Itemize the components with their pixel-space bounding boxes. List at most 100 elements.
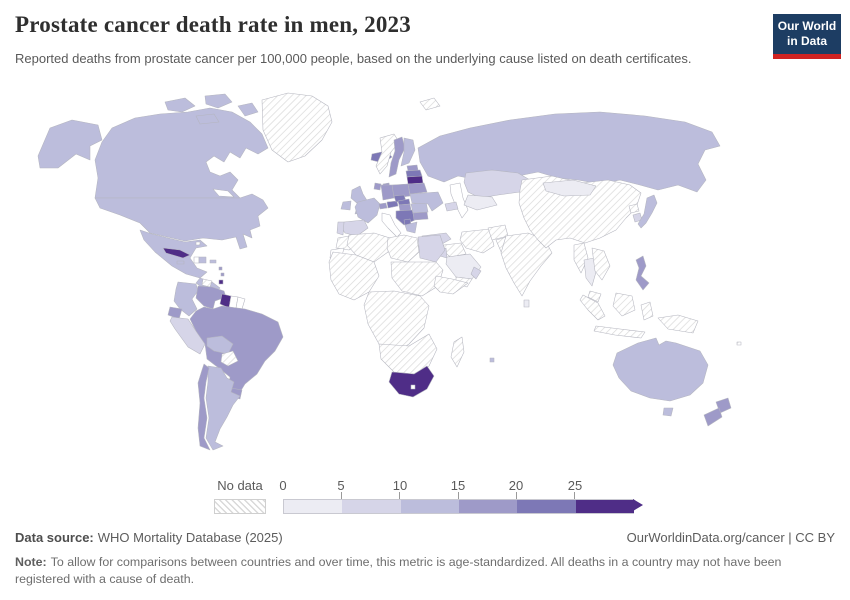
country-trinidad-tobago[interactable]: [218, 279, 224, 285]
country-lithuania[interactable]: [406, 175, 424, 185]
country-north-korea[interactable]: [628, 203, 640, 214]
country-jamaica[interactable]: [176, 260, 185, 265]
country-iran[interactable]: [459, 228, 495, 254]
country-sulawesi[interactable]: [640, 301, 654, 321]
country-lesser-antilles-2[interactable]: [220, 272, 225, 277]
country-thailand[interactable]: [583, 257, 597, 287]
legend-arrowhead: [633, 499, 643, 511]
note-label: Note:: [15, 555, 47, 569]
country-paraguay[interactable]: [220, 350, 239, 367]
country-borneo[interactable]: [612, 292, 636, 317]
country-argentina[interactable]: [205, 365, 241, 451]
data-source: Data source: WHO Mortality Database (2025…: [15, 530, 283, 545]
country-switzerland[interactable]: [378, 202, 388, 210]
country-mongolia[interactable]: [542, 179, 597, 197]
country-peru[interactable]: [169, 316, 206, 355]
legend-no-data-swatch[interactable]: [214, 499, 266, 514]
country-central-africa[interactable]: [363, 290, 430, 355]
country-south-africa[interactable]: [388, 365, 435, 398]
country-benelux[interactable]: [373, 182, 382, 191]
country-venezuela[interactable]: [195, 285, 227, 310]
country-new-zealand-south[interactable]: [703, 407, 723, 427]
country-greece[interactable]: [404, 221, 418, 234]
country-lesotho[interactable]: [410, 384, 416, 390]
country-alaska[interactable]: [37, 119, 103, 169]
country-greenland[interactable]: [261, 92, 333, 163]
attribution-link[interactable]: OurWorldinData.org/cancer | CC BY: [626, 530, 835, 545]
country-sudan-chad[interactable]: [390, 261, 444, 297]
country-bulgaria[interactable]: [412, 211, 429, 221]
owid-logo[interactable]: Our World in Data: [773, 14, 841, 59]
country-fiji[interactable]: [736, 341, 742, 346]
country-japan[interactable]: [637, 194, 658, 229]
legend-tickmark: [458, 492, 459, 499]
country-canada[interactable]: [94, 107, 269, 199]
country-egypt[interactable]: [417, 234, 446, 263]
country-haiti[interactable]: [193, 256, 200, 264]
country-mauritius[interactable]: [489, 357, 495, 363]
legend-tickmark: [516, 492, 517, 499]
country-norway[interactable]: [375, 133, 400, 175]
country-central-asia[interactable]: [463, 194, 498, 211]
country-china[interactable]: [518, 175, 642, 249]
country-sumatra[interactable]: [579, 294, 606, 321]
map-legend: No data 0 5 10 15 20 25: [0, 478, 850, 523]
country-brazil[interactable]: [189, 305, 284, 398]
country-southern-africa[interactable]: [378, 333, 438, 375]
country-tasmania[interactable]: [662, 407, 674, 417]
country-austria[interactable]: [386, 200, 399, 209]
country-madagascar[interactable]: [450, 336, 465, 368]
country-sweden[interactable]: [388, 136, 406, 178]
country-oman[interactable]: [470, 266, 482, 280]
country-ireland[interactable]: [340, 200, 352, 211]
legend-bucket-10-15[interactable]: [400, 499, 459, 514]
country-canada-arctic-2[interactable]: [204, 93, 233, 109]
country-papua-new-guinea[interactable]: [657, 314, 699, 334]
country-finland[interactable]: [400, 137, 416, 167]
country-italy[interactable]: [381, 212, 402, 238]
country-usa[interactable]: [94, 193, 269, 250]
country-west-africa[interactable]: [328, 251, 380, 301]
country-portugal[interactable]: [336, 221, 345, 236]
country-malaysia[interactable]: [587, 290, 602, 303]
country-caucasus[interactable]: [444, 201, 459, 212]
country-colombia[interactable]: [173, 281, 199, 317]
footer-source-row: Data source: WHO Mortality Database (2025…: [15, 530, 835, 545]
country-cuba[interactable]: [162, 247, 191, 259]
country-indochina[interactable]: [591, 247, 611, 281]
legend-bucket-5-10[interactable]: [342, 499, 401, 514]
owid-logo-line1: Our World: [777, 19, 837, 33]
legend-tick-20: 20: [508, 478, 524, 493]
country-australia[interactable]: [612, 337, 709, 402]
country-germany[interactable]: [380, 184, 395, 201]
legend-bucket-0-5[interactable]: [283, 499, 343, 514]
legend-bucket-25-plus[interactable]: [575, 499, 634, 514]
legend-bucket-15-20[interactable]: [458, 499, 518, 514]
country-france[interactable]: [354, 197, 381, 224]
country-belarus[interactable]: [407, 182, 428, 195]
legend-tick-25: 25: [567, 478, 583, 493]
country-algeria[interactable]: [346, 232, 391, 263]
data-source-value: WHO Mortality Database (2025): [97, 530, 283, 545]
country-libya[interactable]: [386, 234, 420, 263]
country-java[interactable]: [593, 325, 646, 339]
legend-bucket-20-25[interactable]: [517, 499, 576, 514]
country-horn-of-africa[interactable]: [433, 275, 469, 295]
country-bahamas[interactable]: [195, 241, 201, 246]
country-sri-lanka[interactable]: [523, 299, 530, 308]
owid-logo-line2: in Data: [786, 34, 827, 48]
country-dominican-republic[interactable]: [198, 256, 207, 264]
country-kazakhstan[interactable]: [463, 169, 531, 199]
country-canada-arctic-3[interactable]: [237, 102, 259, 117]
country-canada-arctic-4[interactable]: [195, 113, 220, 125]
country-chile[interactable]: [197, 363, 211, 451]
legend-tick-15: 15: [450, 478, 466, 493]
country-philippines[interactable]: [635, 255, 650, 291]
country-svalbard[interactable]: [419, 97, 441, 111]
country-ukraine[interactable]: [409, 191, 444, 212]
country-lesser-antilles-1[interactable]: [218, 266, 223, 271]
country-puerto-rico[interactable]: [209, 259, 217, 264]
chart-subtitle: Reported deaths from prostate cancer per…: [15, 51, 692, 66]
country-canada-arctic-1[interactable]: [164, 97, 196, 113]
